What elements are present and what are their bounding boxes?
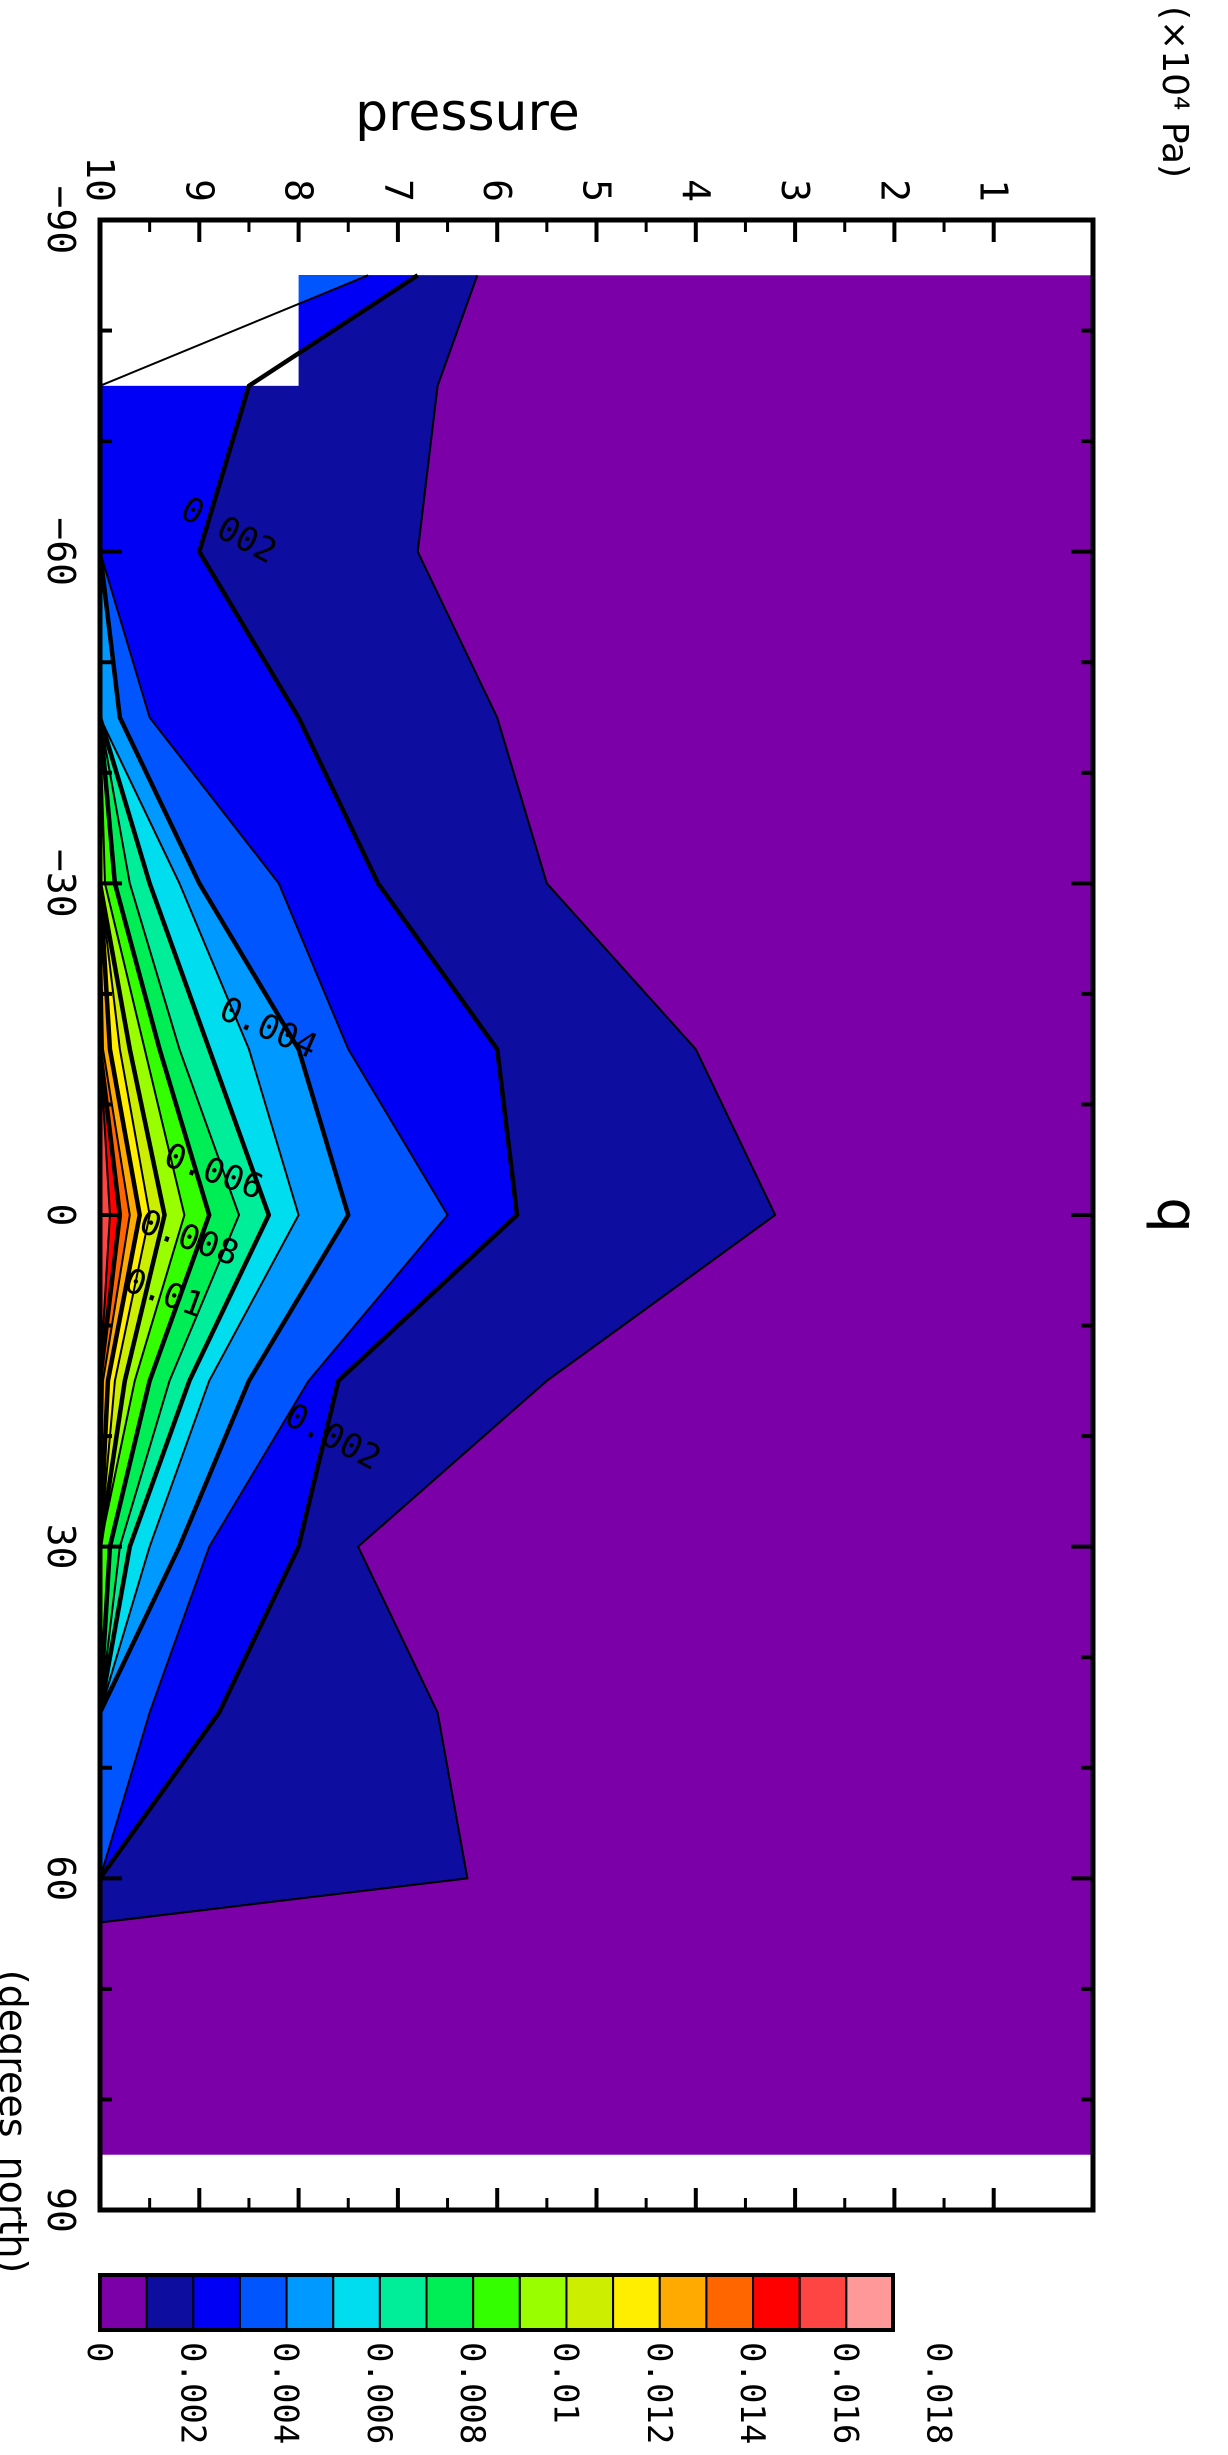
colorbar-swatch — [145, 2274, 195, 2331]
colorbar-swatch — [705, 2274, 755, 2331]
y-axis-units: (degrees_north) — [0, 1970, 35, 2274]
colorbar-label: 0.006 — [359, 2342, 399, 2444]
x-axis-units: (×10⁴ Pa) — [1154, 6, 1195, 178]
colorbar-swatch — [612, 2274, 661, 2331]
colorbar-swatch — [378, 2274, 428, 2331]
colorbar-swatch — [472, 2274, 521, 2331]
pressure-tick-label: 3 — [773, 179, 817, 202]
fill-level-11 — [100, 275, 150, 1923]
pressure-tick-labels: 1 2 3 4 5 6 7 8 9 10 — [78, 156, 1016, 202]
colorbar-label: 0.016 — [825, 2342, 865, 2444]
lat-tick-label: 30 — [39, 1524, 83, 1570]
chart-title: q — [1144, 1197, 1209, 1233]
contour-line-0.002 — [97, 273, 520, 1923]
colorbar-swatch — [565, 2274, 615, 2331]
contour-line-0.001 — [99, 274, 777, 1924]
colorbar-swatch — [332, 2274, 381, 2331]
pressure-tick-label: 6 — [475, 179, 519, 202]
colorbar-label: 0.008 — [452, 2342, 492, 2444]
pressure-tick-label: 4 — [674, 179, 718, 202]
pressure-tick-label: 1 — [972, 179, 1016, 202]
lat-tick-label: −90 — [39, 186, 83, 255]
lat-tick-label: −60 — [39, 517, 83, 586]
contour-fills — [99, 220, 1093, 2155]
axis-ticks — [98, 218, 1093, 2212]
colorbar-label: 0.018 — [919, 2342, 959, 2444]
colorbar-label: 0.014 — [732, 2342, 772, 2444]
colorbar-swatch — [798, 2274, 848, 2331]
fill-level-10 — [100, 275, 165, 1923]
latitude-tick-labels: −90 −60 −30 0 30 60 90 — [39, 186, 83, 2233]
pressure-tick-label: 2 — [872, 179, 916, 202]
pressure-tick-label: 10 — [78, 156, 122, 202]
colorbar-labels: 0 0.002 0.004 0.006 0.008 0.01 0.012 0.014 0.016… — [79, 2342, 959, 2444]
colorbar-label: 0 — [79, 2342, 119, 2362]
colorbar-label: 0.01 — [545, 2342, 585, 2424]
colorbar — [98, 2273, 895, 2332]
pressure-tick-label: 9 — [177, 179, 221, 202]
pressure-tick-label: 8 — [277, 179, 321, 202]
colorbar-swatch — [752, 2274, 801, 2331]
colorbar-swatch — [285, 2274, 335, 2331]
colorbar-frame — [98, 2273, 895, 2332]
colorbar-label: 0.002 — [172, 2342, 212, 2444]
x-axis-label: pressure — [355, 83, 580, 143]
lat-tick-label: 0 — [39, 1204, 83, 1227]
lat-tick-label: 60 — [39, 1855, 83, 1901]
pressure-tick-label: 5 — [575, 179, 619, 202]
colorbar-swatch — [238, 2274, 288, 2331]
colorbar-swatch — [658, 2274, 708, 2331]
colorbar-label: 0.004 — [266, 2342, 306, 2444]
colorbar-swatch — [518, 2274, 568, 2331]
colorbar-swatch — [192, 2274, 241, 2331]
colorbar-swatch — [99, 2274, 148, 2331]
lat-tick-label: 90 — [39, 2187, 83, 2233]
colorbar-swatch — [845, 2274, 894, 2331]
colorbar-swatch — [425, 2274, 475, 2331]
colorbar-label: 0.012 — [639, 2342, 679, 2444]
missing-data-region — [99, 220, 299, 386]
lat-tick-label: −30 — [39, 849, 83, 918]
pressure-tick-label: 7 — [376, 179, 420, 202]
